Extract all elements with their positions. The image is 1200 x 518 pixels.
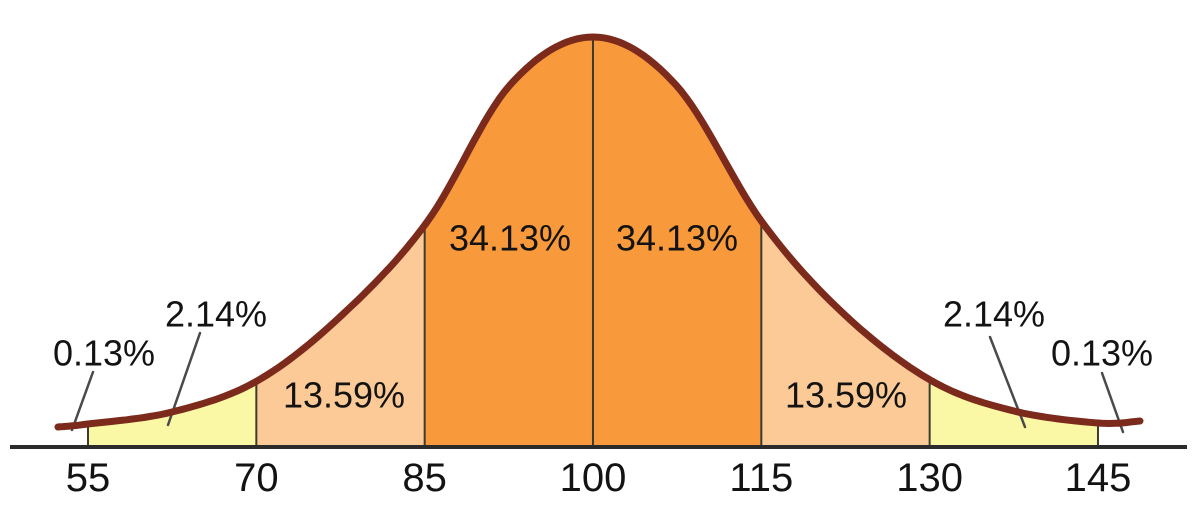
axis-tick-label-115: 115 [729, 456, 793, 500]
axis-tick-label-130: 130 [896, 456, 963, 500]
region-70-85 [256, 225, 425, 447]
axis-tick-label-70: 70 [234, 456, 279, 500]
curve-outline [54, 33, 1144, 431]
axis-tick-label-145: 145 [1065, 456, 1132, 500]
leader-line-0 [70, 370, 95, 432]
percent-label-1: 2.14% [165, 294, 267, 335]
percent-label-4: 34.13% [616, 218, 738, 259]
percent-label-2: 13.59% [283, 375, 405, 416]
percent-label-0: 0.13% [53, 333, 155, 374]
region-100-115 [593, 37, 762, 447]
percent-label-3: 34.13% [449, 218, 571, 259]
axis-tick-label-100: 100 [560, 456, 627, 500]
region-85-100 [424, 37, 593, 447]
percent-label-7: 0.13% [1051, 333, 1153, 374]
axis-tick-label-85: 85 [402, 456, 447, 500]
percent-label-5: 13.59% [785, 375, 907, 416]
percent-label-6: 2.14% [943, 294, 1045, 335]
axis-tick-label-55: 55 [66, 456, 111, 500]
